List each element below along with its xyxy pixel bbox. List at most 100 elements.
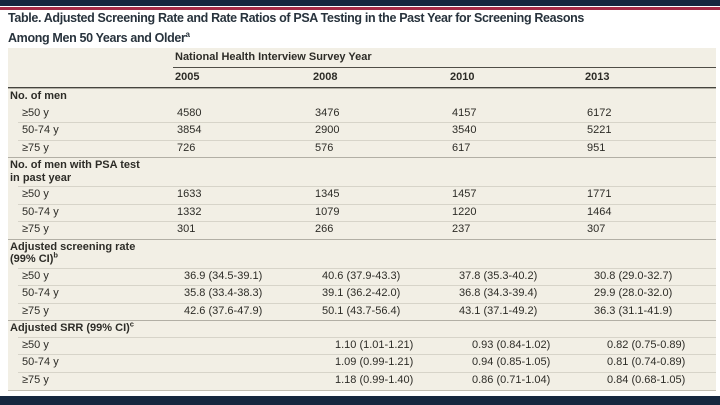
cell-value: 36.8 (34.3-39.4) (459, 287, 538, 300)
cell-value: 42.6 (37.6-47.9) (184, 304, 263, 317)
cell-value: 4580 (177, 106, 202, 119)
table-title-line1: Table. Adjusted Screening Rate and Rate … (8, 11, 585, 25)
footnote-marker: c (129, 319, 134, 329)
table-row: ≥75 y 726 576 617 951 (8, 139, 716, 158)
cell-value: 617 (452, 141, 471, 154)
table-row: ≥50 y 1633 1345 1457 1771 (8, 186, 716, 204)
cell-value: 5221 (587, 124, 612, 137)
cell-value: 40.6 (37.9-43.3) (322, 269, 401, 282)
cell-value: 37.8 (35.3-40.2) (459, 269, 538, 282)
cell-value: 576 (315, 141, 334, 154)
row-label: 50-74 y (22, 356, 59, 369)
table-row: ≥75 y 301 266 237 307 (8, 221, 716, 239)
cell-value: 301 (177, 223, 196, 236)
cell-value: 1771 (587, 188, 612, 201)
table-row: 50-74 y 1332 1079 1220 1464 (8, 203, 716, 222)
year-header-row: 2005 2008 2010 2013 (8, 68, 716, 88)
cell-value: 3540 (452, 124, 477, 137)
section-header: No. of men (10, 90, 67, 102)
section-header-row: No. of men with PSA test in past year (8, 157, 716, 186)
section-header-row: No. of men (8, 88, 716, 105)
table-bottom-rule (8, 389, 716, 391)
cell-value: 30.8 (29.0-32.7) (594, 269, 673, 282)
section-header: Adjusted SRR (99% CI)c (10, 319, 134, 334)
table-section: No. of men ≥50 y 4580 3476 4157 6172 50-… (8, 88, 716, 157)
cell-value: 29.9 (28.0-32.0) (594, 287, 673, 300)
cell-value: 266 (315, 223, 334, 236)
column-header-year: 2010 (450, 71, 475, 83)
cell-value: 1.10 (1.01-1.21) (335, 338, 414, 351)
table-row: ≥50 y 1.10 (1.01-1.21) 0.93 (0.84-1.02) … (8, 336, 716, 355)
column-header-year: 2008 (313, 71, 338, 83)
cell-value: 1332 (177, 205, 202, 218)
table-row: ≥50 y 36.9 (34.5-39.1) 40.6 (37.9-43.3) … (8, 267, 716, 286)
column-group-header: National Health Interview Survey Year (173, 48, 716, 68)
footnote-marker: b (53, 250, 58, 260)
table-row: 50-74 y 1.09 (0.99-1.21) 0.94 (0.85-1.05… (8, 354, 716, 372)
row-label: ≥75 y (22, 141, 49, 154)
cell-value: 36.3 (31.1-41.9) (594, 304, 673, 317)
table-title-line2: Among Men 50 Years and Older (8, 30, 186, 45)
section-header-row: Adjusted SRR (99% CI)c (8, 320, 716, 337)
cell-value: 1457 (452, 188, 477, 201)
table-panel: National Health Interview Survey Year 20… (8, 48, 716, 391)
table-title: Table. Adjusted Screening Rate and Rate … (8, 11, 668, 46)
cell-value: 0.94 (0.85-1.05) (472, 356, 551, 369)
column-header-year: 2013 (585, 71, 610, 83)
cell-value: 3854 (177, 124, 202, 137)
top-red-accent-bar (0, 7, 720, 10)
cell-value: 237 (452, 223, 471, 236)
cell-value: 50.1 (43.7-56.4) (322, 304, 401, 317)
title-footnote-marker: a (185, 29, 190, 39)
cell-value: 1.18 (0.99-1.40) (335, 373, 414, 386)
row-label: ≥75 y (22, 373, 49, 386)
section-header-row: Adjusted screening rate (99% CI)b (8, 238, 716, 268)
cell-value: 35.8 (33.4-38.3) (184, 287, 263, 300)
cell-value: 0.86 (0.71-1.04) (472, 373, 551, 386)
cell-value: 0.93 (0.84-1.02) (472, 338, 551, 351)
cell-value: 307 (587, 223, 606, 236)
row-label: ≥75 y (22, 304, 49, 317)
row-label: 50-74 y (22, 287, 59, 300)
cell-value: 43.1 (37.1-49.2) (459, 304, 538, 317)
column-header-year: 2005 (175, 71, 200, 83)
cell-value: 39.1 (36.2-42.0) (322, 287, 401, 300)
row-label: ≥75 y (22, 223, 49, 236)
section-header: No. of men with PSA test in past year (10, 159, 140, 184)
table-row: 50-74 y 3854 2900 3540 5221 (8, 122, 716, 140)
row-label: 50-74 y (22, 124, 59, 137)
table-section: Adjusted screening rate (99% CI)b ≥50 y … (8, 238, 716, 321)
bottom-navy-bar (0, 396, 720, 405)
table-row: ≥75 y 42.6 (37.6-47.9) 50.1 (43.7-56.4) … (8, 302, 716, 321)
cell-value: 951 (587, 141, 606, 154)
row-label: ≥50 y (22, 338, 49, 351)
cell-value: 726 (177, 141, 196, 154)
cell-value: 36.9 (34.5-39.1) (184, 269, 263, 282)
cell-value: 0.84 (0.68-1.05) (607, 373, 686, 386)
row-label: ≥50 y (22, 106, 49, 119)
table-row: ≥50 y 4580 3476 4157 6172 (8, 105, 716, 123)
cell-value: 1220 (452, 205, 477, 218)
section-header: Adjusted screening rate (99% CI)b (10, 240, 136, 266)
cell-value: 0.81 (0.74-0.89) (607, 356, 686, 369)
cell-value: 1.09 (0.99-1.21) (335, 356, 414, 369)
cell-value: 4157 (452, 106, 477, 119)
table-row: ≥75 y 1.18 (0.99-1.40) 0.86 (0.71-1.04) … (8, 371, 716, 390)
row-label: ≥50 y (22, 188, 49, 201)
table-section: Adjusted SRR (99% CI)c ≥50 y 1.10 (1.01-… (8, 320, 716, 389)
row-label: ≥50 y (22, 269, 49, 282)
top-navy-bar (0, 0, 720, 6)
cell-value: 0.82 (0.75-0.89) (607, 338, 686, 351)
cell-value: 3476 (315, 106, 340, 119)
cell-value: 1633 (177, 188, 202, 201)
table-section: No. of men with PSA test in past year ≥5… (8, 157, 716, 239)
column-group-header-row: National Health Interview Survey Year (8, 48, 716, 68)
cell-value: 6172 (587, 106, 612, 119)
row-label: 50-74 y (22, 205, 59, 218)
cell-value: 2900 (315, 124, 340, 137)
cell-value: 1464 (587, 205, 612, 218)
table-row: 50-74 y 35.8 (33.4-38.3) 39.1 (36.2-42.0… (8, 285, 716, 303)
cell-value: 1079 (315, 205, 340, 218)
cell-value: 1345 (315, 188, 340, 201)
